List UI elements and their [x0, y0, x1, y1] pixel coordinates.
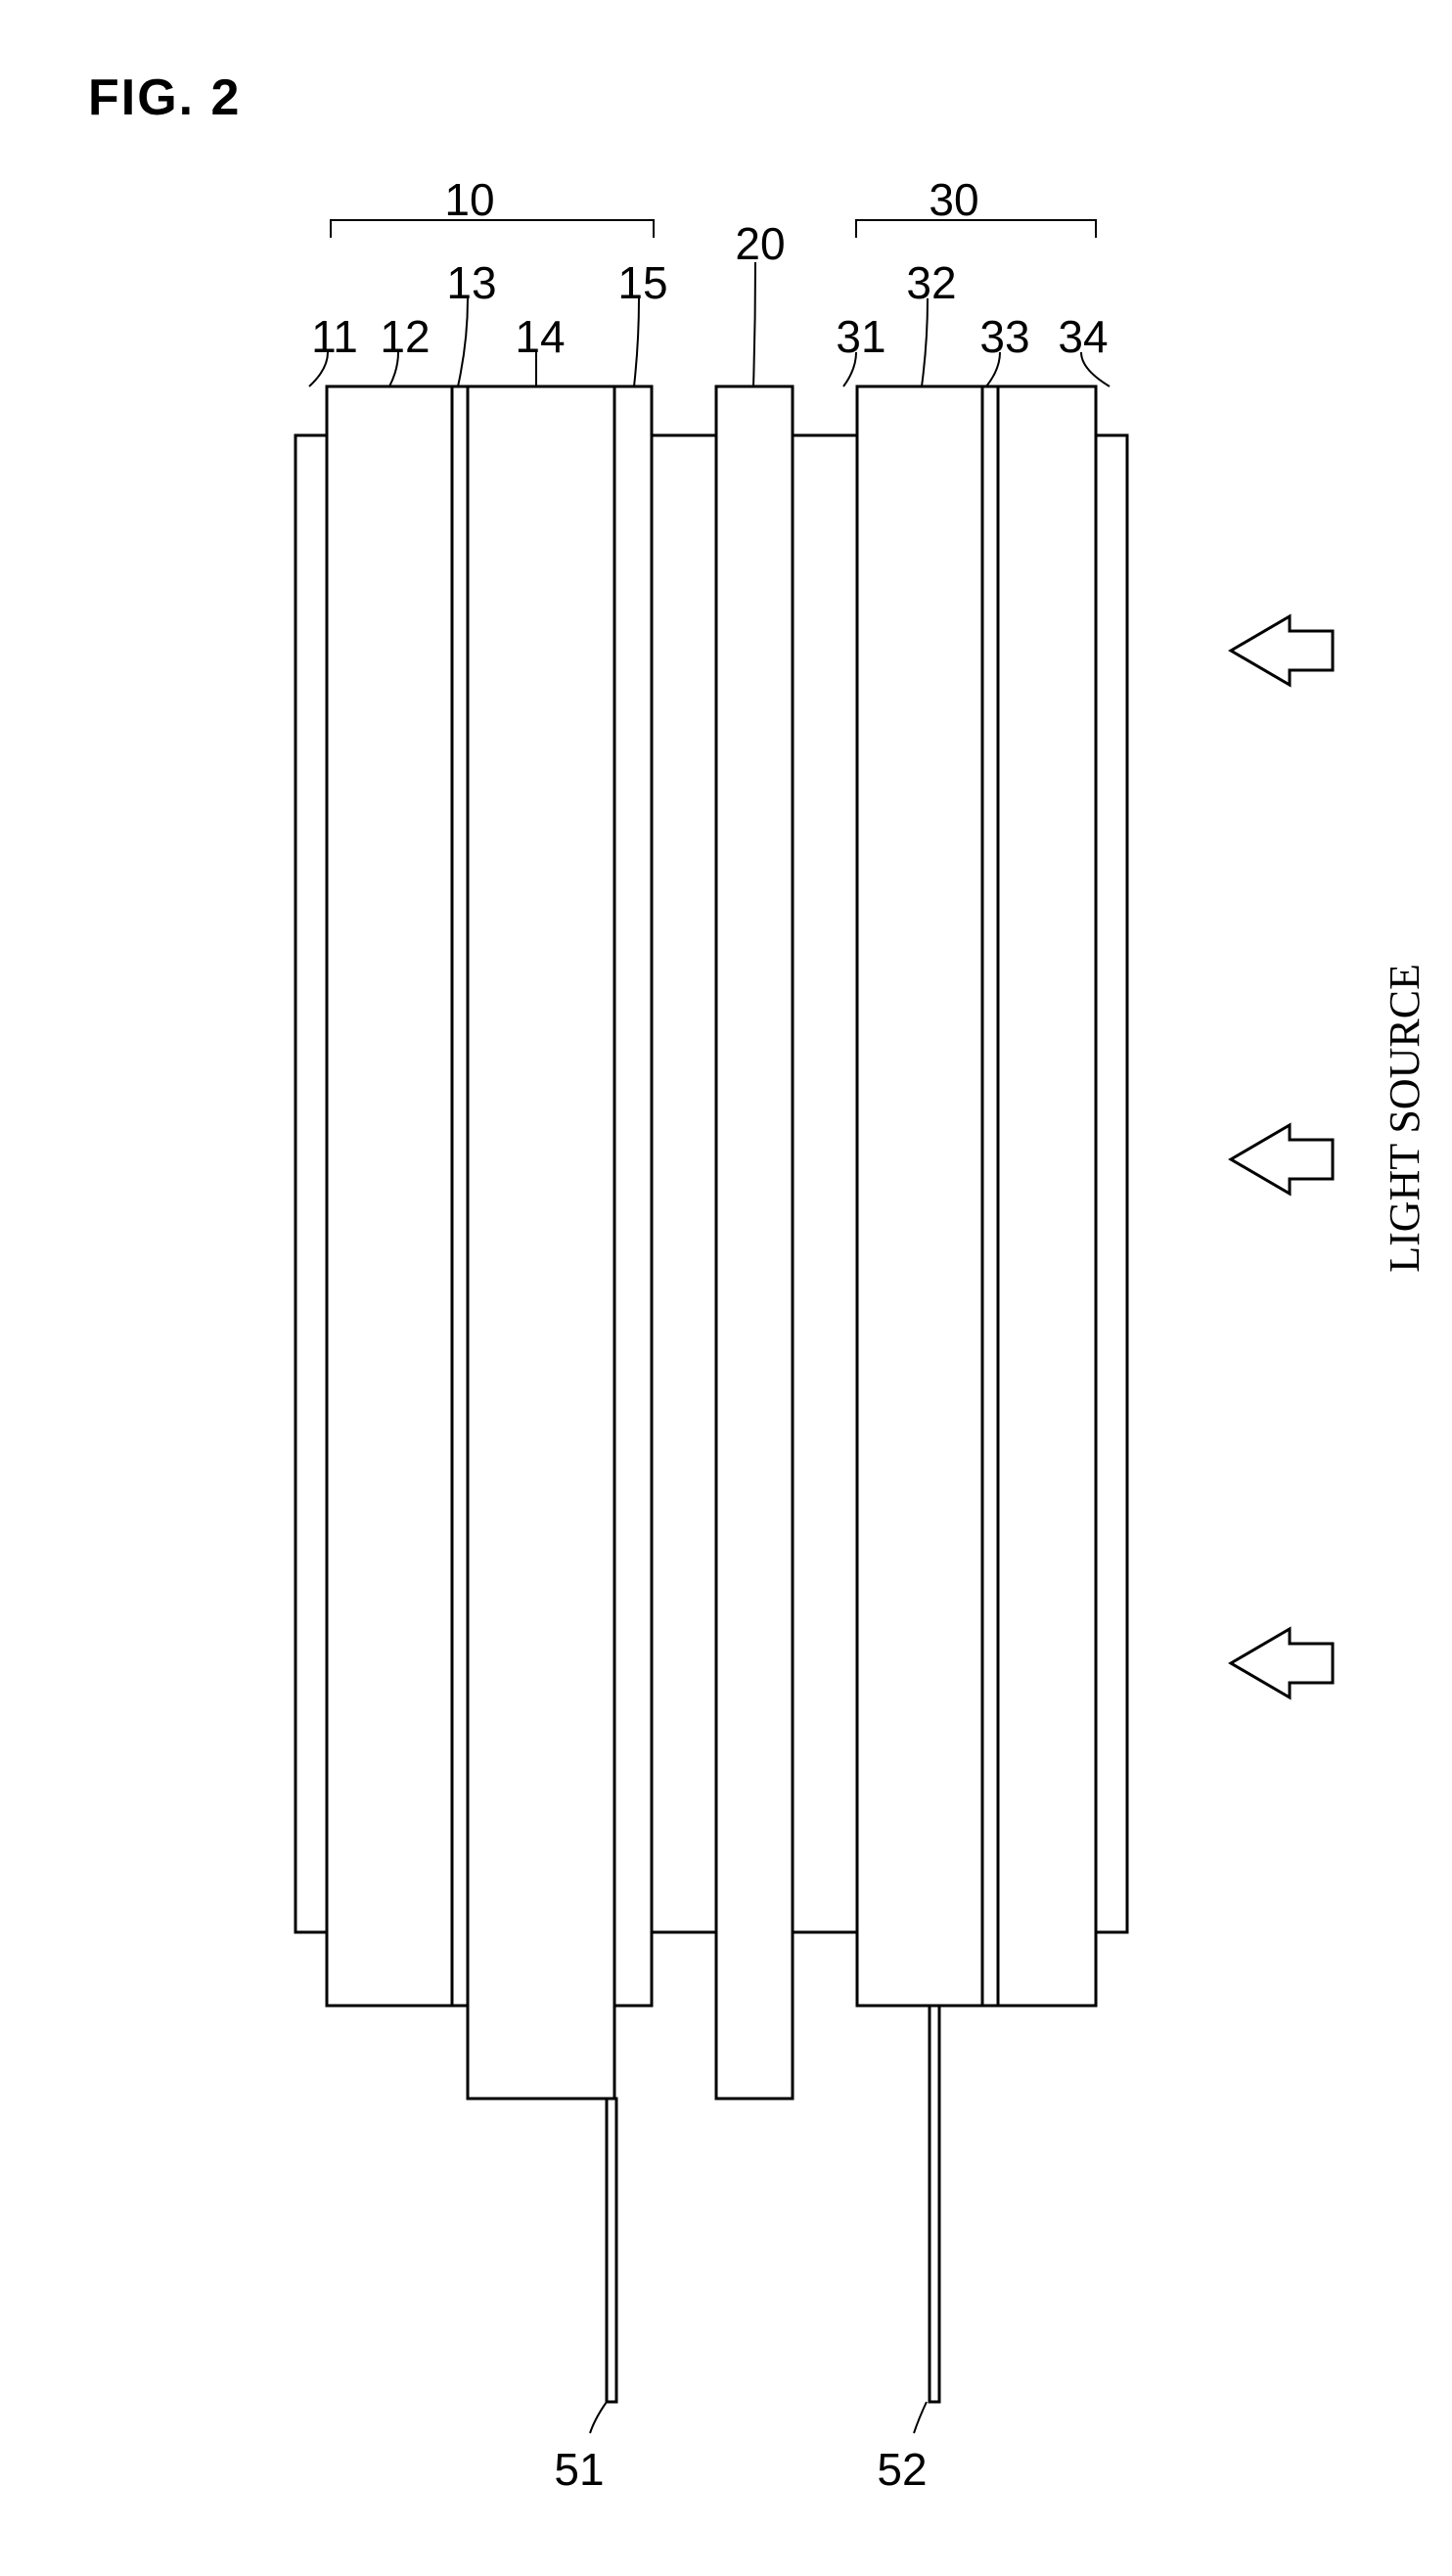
figure-svg: 10 30 11 12 13 14 15 20 31 32 33 34 51 52	[0, 0, 1452, 2576]
bracket-label-10: 10	[444, 174, 494, 225]
layer-label-11: 11	[311, 311, 358, 362]
light-arrow-icon	[1231, 1629, 1333, 1697]
layer-label-12: 12	[380, 311, 430, 362]
bracket-label-30: 30	[929, 174, 978, 225]
layer-label-14: 14	[515, 311, 565, 362]
layer-label-15: 15	[617, 257, 667, 308]
layer-label-34: 34	[1058, 311, 1108, 362]
layer-label-31: 31	[836, 311, 885, 362]
layer-label-13: 13	[446, 257, 496, 308]
light-source-label: LIGHT SOURCE	[1380, 964, 1429, 1273]
tail-label-52: 52	[877, 2444, 927, 2495]
light-arrow-icon	[1231, 1125, 1333, 1194]
layer-label-33: 33	[979, 311, 1029, 362]
tail-label-51: 51	[554, 2444, 604, 2495]
light-arrow-icon	[1231, 616, 1333, 685]
layer-label-20: 20	[735, 218, 785, 269]
layer-label-32: 32	[906, 257, 956, 308]
